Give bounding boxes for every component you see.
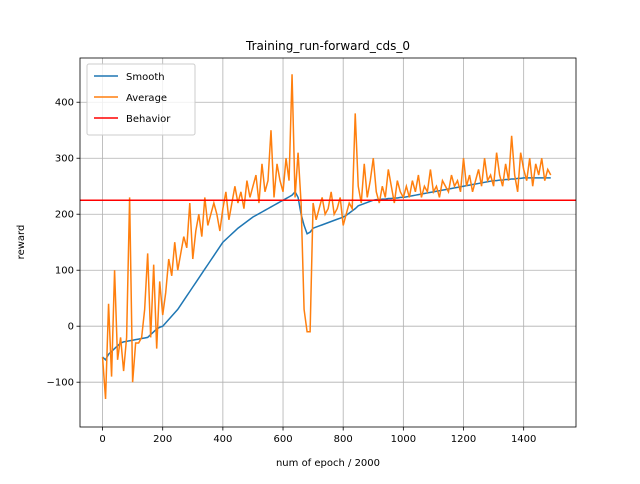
y-tick-label: 100 — [55, 266, 74, 277]
x-tick-label: 1200 — [451, 434, 476, 445]
y-tick-label: 0 — [68, 322, 74, 333]
x-tick-label: 1000 — [391, 434, 416, 445]
legend-label: Smooth — [126, 72, 165, 83]
y-tick-label: 200 — [55, 210, 74, 221]
y-tick-label: 300 — [55, 154, 74, 165]
x-tick-label: 800 — [334, 434, 353, 445]
y-tick-label: 400 — [55, 98, 74, 109]
legend-label: Behavior — [126, 114, 171, 125]
y-tick-label: −100 — [47, 378, 74, 389]
y-axis-label: reward — [16, 225, 27, 260]
x-tick-label: 400 — [213, 434, 232, 445]
legend-label: Average — [126, 93, 167, 104]
x-tick-label: 600 — [273, 434, 292, 445]
x-tick-label: 200 — [153, 434, 172, 445]
series-line — [102, 177, 551, 362]
series-line — [101, 74, 552, 400]
x-tick-label: 1400 — [511, 434, 536, 445]
plot-frame — [79, 57, 577, 428]
x-axis-label: num of epoch / 2000 — [276, 458, 380, 469]
x-tick-label: 0 — [99, 434, 105, 445]
chart-title: Training_run-forward_cds_0 — [245, 39, 410, 53]
